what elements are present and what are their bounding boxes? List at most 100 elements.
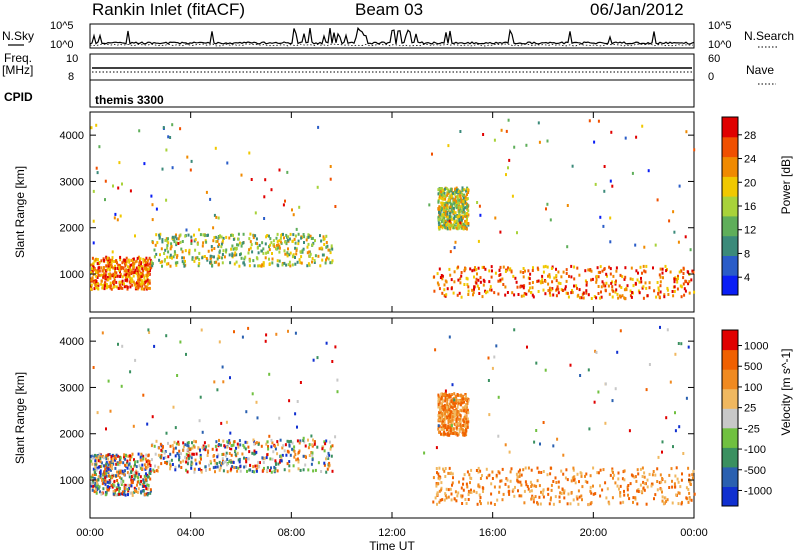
scatter-cell-3 — [444, 412, 446, 416]
scatter-cell-0 — [130, 491, 133, 495]
scatter-sparse — [264, 339, 267, 343]
scatter-cell-2 — [452, 476, 454, 480]
scatter-sparse — [213, 213, 216, 217]
scatter-cell-1 — [267, 234, 270, 238]
scatter-sparse — [151, 218, 154, 222]
scatter-cell-3 — [457, 190, 460, 194]
scatter-cell-0 — [143, 484, 146, 488]
scatter-cell-1 — [151, 264, 154, 268]
scatter-cell-0 — [105, 264, 108, 268]
scatter-cell-1 — [307, 242, 310, 246]
scatter-cell-1 — [327, 248, 330, 252]
scatter-cell-1 — [248, 248, 251, 252]
scatter-cell-3 — [446, 403, 449, 407]
scatter-cell-1 — [212, 239, 215, 243]
scatter-cell-2 — [604, 289, 607, 293]
scatter-cell-1 — [236, 442, 239, 446]
scatter-cell-2 — [453, 497, 456, 501]
scatter-cell-2 — [661, 271, 664, 275]
scatter-cell-2 — [682, 266, 685, 270]
scatter-cell-1 — [265, 251, 268, 255]
scatter-cell-3 — [444, 392, 447, 396]
scatter-cell-1 — [265, 456, 268, 460]
scatter-cell-2 — [690, 498, 693, 502]
scatter-cell-2 — [558, 495, 561, 499]
scatter-cell-2 — [553, 276, 556, 280]
scatter-cell-0 — [147, 459, 150, 463]
scatter-cell-0 — [123, 473, 126, 477]
scatter-cell-2 — [688, 497, 691, 501]
scatter-cell-3 — [462, 214, 465, 218]
scatter-cell-2 — [603, 284, 606, 288]
scatter-cell-2 — [499, 265, 502, 269]
scatter-cell-2 — [650, 484, 653, 488]
scatter-cell-1 — [187, 441, 190, 444]
scatter-cell-0 — [107, 469, 110, 473]
scatter-cell-3 — [460, 399, 462, 403]
scatter-cell-0 — [136, 279, 139, 283]
scatter-cell-0 — [91, 462, 94, 466]
scatter-cell-1 — [177, 442, 180, 446]
scatter-cell-2 — [576, 286, 578, 290]
scatter-cell-2 — [646, 294, 649, 298]
scatter-cell-2 — [467, 285, 470, 289]
scatter-cell-2 — [536, 266, 539, 270]
scatter-cell-1 — [245, 460, 248, 464]
scatter-cell-3 — [446, 223, 449, 227]
scatter-cell-0 — [146, 270, 149, 274]
scatter-cell-2 — [611, 295, 614, 299]
scatter-cell-2 — [590, 278, 593, 282]
scatter-cell-0 — [126, 462, 128, 466]
scatter-cell-2 — [612, 274, 615, 278]
scatter-cell-1 — [297, 242, 300, 246]
scatter-cell-0 — [123, 285, 126, 289]
scatter-cell-0 — [105, 474, 108, 478]
scatter-cell-2 — [665, 269, 668, 273]
scatter-cell-2 — [644, 482, 647, 486]
scatter-cell-2 — [520, 294, 523, 298]
scatter-cell-2 — [575, 284, 578, 288]
scatter-cell-0 — [132, 261, 135, 265]
scatter-cell-3 — [454, 211, 457, 215]
scatter-sparse — [423, 451, 426, 455]
scatter-cell-1 — [247, 251, 250, 255]
scatter-cell-2 — [469, 481, 471, 485]
scatter-cell-1 — [218, 460, 221, 464]
scatter-cell-3 — [459, 420, 462, 424]
scatter-cell-0 — [119, 255, 122, 259]
scatter-cell-0 — [96, 282, 99, 286]
scatter-sparse — [546, 139, 549, 143]
scatter-cell-3 — [452, 224, 455, 228]
scatter-cell-1 — [279, 438, 282, 442]
scatter-cell-2 — [488, 280, 491, 284]
scatter-cell-2 — [668, 486, 671, 489]
scatter-cell-0 — [124, 493, 127, 497]
scatter-cell-0 — [133, 471, 136, 475]
scatter-cell-1 — [304, 444, 307, 448]
scatter-cell-3 — [447, 215, 450, 219]
scatter-cell-0 — [144, 484, 147, 488]
scatter-cell-1 — [203, 255, 206, 258]
scatter-cell-1 — [165, 237, 168, 241]
scatter-cell-0 — [95, 282, 98, 285]
scatter-cell-2 — [615, 279, 617, 283]
scatter-cell-1 — [184, 443, 187, 447]
scatter-cell-1 — [153, 255, 156, 259]
scatter-cell-1 — [191, 257, 194, 261]
scatter-sparse — [317, 125, 320, 129]
scatter-sparse — [172, 405, 175, 409]
scatter-cell-2 — [473, 287, 475, 291]
scatter-cell-0 — [107, 258, 110, 262]
scatter-cell-2 — [570, 291, 573, 295]
scatter-cell-2 — [447, 471, 450, 475]
scatter-cell-2 — [605, 496, 608, 500]
scatter-cell-2 — [530, 489, 533, 493]
scatter-cell-2 — [510, 467, 513, 471]
scatter-cell-0 — [143, 287, 146, 291]
scatter-cell-2 — [497, 279, 500, 283]
scatter-cell-2 — [579, 296, 582, 300]
colorbar-tick-label: 12 — [744, 225, 756, 237]
scatter-cell-1 — [265, 235, 268, 239]
scatter-cell-1 — [303, 235, 306, 239]
scatter-cell-0 — [106, 256, 109, 260]
